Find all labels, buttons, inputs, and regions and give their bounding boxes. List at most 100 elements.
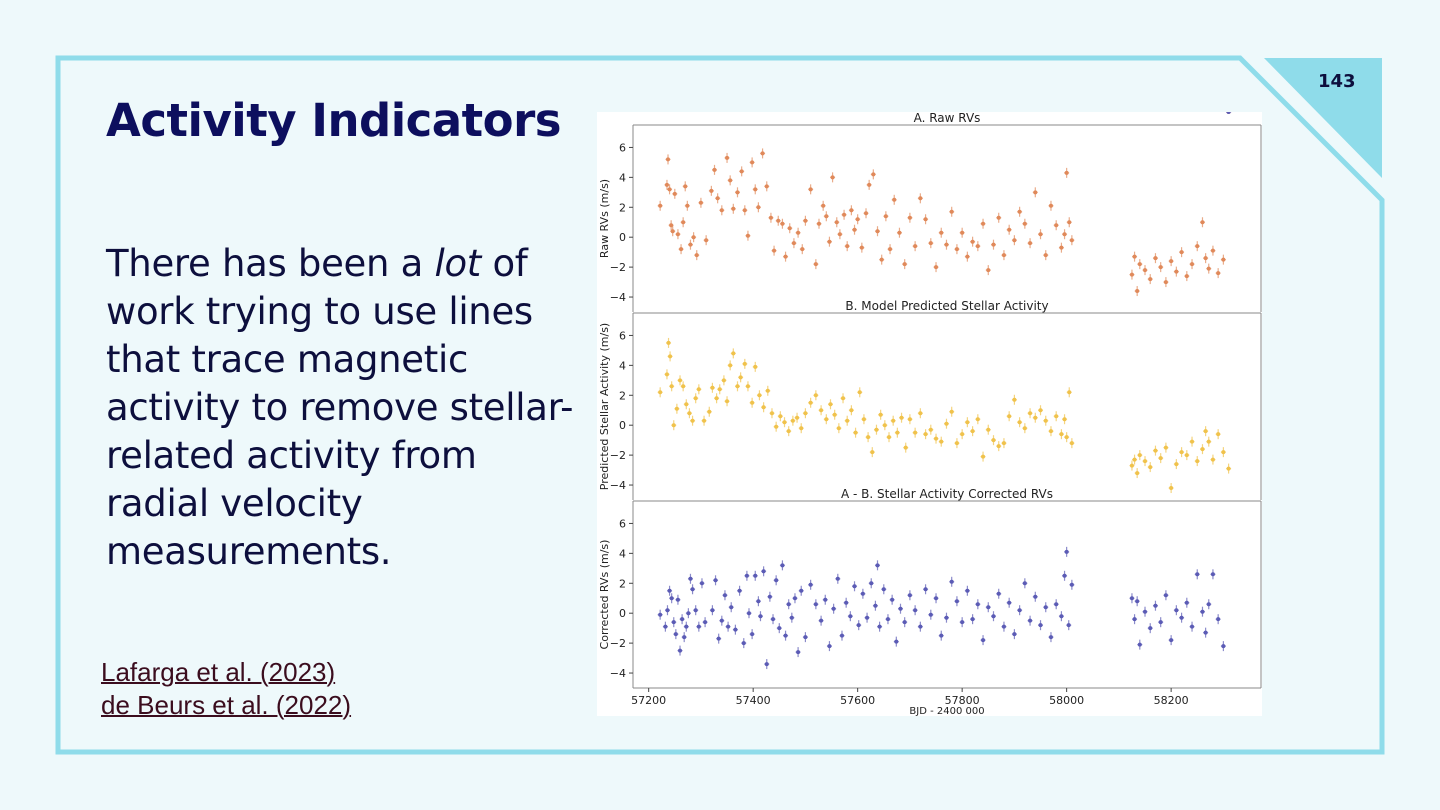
data-point [658,203,663,208]
data-point [667,187,672,192]
data-point [1033,594,1038,599]
data-point [991,614,996,619]
data-point [663,624,668,629]
y-tick-label: 4 [619,171,626,184]
data-point [728,363,733,368]
y-tick-label: −2 [610,449,626,462]
body-text-emphasis: lot [434,242,481,285]
data-point [873,603,878,608]
data-point [913,608,918,613]
data-point [835,576,840,581]
data-point [671,423,676,428]
data-point [774,578,779,583]
data-point [923,587,928,592]
data-point [1012,632,1017,637]
data-point [1007,414,1012,419]
data-point [799,426,804,431]
panel-ylabel: Predicted Stellar Activity (m/s) [598,323,611,490]
data-point [1203,429,1208,434]
data-point [744,573,749,578]
data-point [719,208,724,213]
data-point [760,151,765,156]
data-point [664,182,669,187]
data-point [739,169,744,174]
reference-link-lafarga[interactable]: Lafarga et al. (2023) [101,657,336,687]
data-point [965,254,970,259]
data-point [704,238,709,243]
data-point [1148,277,1153,282]
data-point [768,215,773,220]
data-point [1038,623,1043,628]
data-point [1163,280,1168,285]
data-point [857,390,862,395]
data-point [1043,418,1048,423]
panel-ylabel: Raw RVs (m/s) [598,179,611,258]
data-point [769,411,774,416]
data-point [725,399,730,404]
data-point [871,172,876,177]
data-point [949,579,954,584]
data-point [696,387,701,392]
data-point [1054,223,1059,228]
data-point [965,588,970,593]
data-point [996,591,1001,596]
data-point [1169,486,1174,491]
data-point [678,378,683,383]
data-point [899,415,904,420]
data-point [1022,221,1027,226]
body-text: There has been a lot of work trying to u… [106,240,576,576]
data-point [1001,441,1006,446]
data-point [674,406,679,411]
data-point [1195,572,1200,577]
data-point [1221,257,1226,262]
data-point [981,454,986,459]
data-point [671,620,676,625]
data-point [939,230,944,235]
data-point [1001,253,1006,258]
data-point [694,253,699,258]
data-point [753,187,758,192]
data-point [790,418,795,423]
data-point [684,624,689,629]
data-point [986,268,991,273]
data-point [717,387,722,392]
data-point [1012,397,1017,402]
data-point [1069,441,1074,446]
data-point [844,600,849,605]
data-point [867,182,872,187]
reference-link-de-beurs[interactable]: de Beurs et al. (2022) [101,690,352,720]
data-point [954,441,959,446]
slide-title: Activity Indicators [106,94,562,147]
data-point [1210,457,1215,462]
data-point [688,242,693,247]
data-point [786,602,791,607]
data-point [686,611,691,616]
panel-ylabel: Corrected RVs (m/s) [598,540,611,650]
body-text-part: of work trying to use lines that trace m… [106,242,574,573]
data-point [1163,593,1168,598]
data-point [1001,624,1006,629]
data-point [828,402,833,407]
data-point [675,232,680,237]
panel-title: B. Model Predicted Stellar Activity [845,299,1048,313]
data-point [683,184,688,189]
data-point [735,190,740,195]
data-point [682,635,687,640]
data-point [750,400,755,405]
data-point [954,599,959,604]
data-point [1132,254,1137,259]
data-point [887,435,892,440]
data-point [1069,582,1074,587]
data-point [934,265,939,270]
data-point [1062,232,1067,237]
data-point [824,214,829,219]
data-point [841,396,846,401]
data-point [1195,459,1200,464]
data-point [757,393,762,398]
data-point [1069,238,1074,243]
data-point [823,597,828,602]
data-point [845,418,850,423]
data-point [789,615,794,620]
data-point [1022,581,1027,586]
data-point [1179,615,1184,620]
